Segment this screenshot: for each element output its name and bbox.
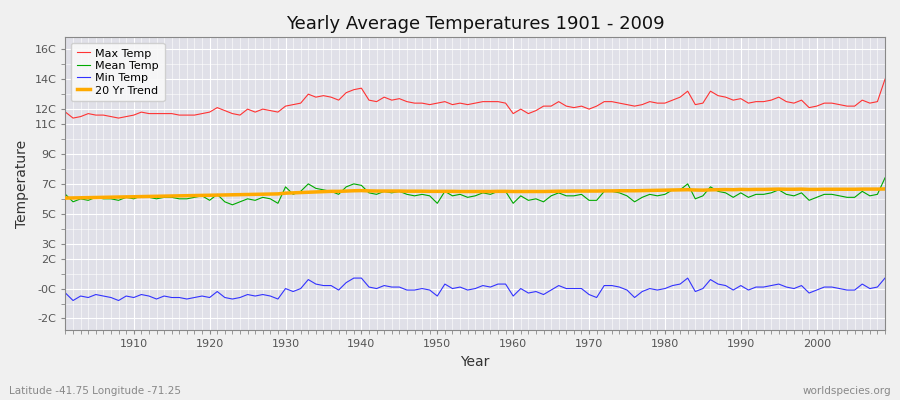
Mean Temp xyxy=(879,176,890,180)
X-axis label: Year: Year xyxy=(461,355,490,369)
Mean Temp xyxy=(607,189,617,194)
20 Yr Trend xyxy=(500,189,511,194)
Mean Temp xyxy=(60,192,71,197)
Min Temp xyxy=(129,295,140,300)
Max Temp xyxy=(516,107,526,112)
Title: Yearly Average Temperatures 1901 - 2009: Yearly Average Temperatures 1901 - 2009 xyxy=(286,15,664,33)
20 Yr Trend xyxy=(598,188,609,193)
20 Yr Trend xyxy=(333,189,344,194)
Min Temp xyxy=(348,276,359,280)
Min Temp xyxy=(295,286,306,291)
Line: 20 Yr Trend: 20 Yr Trend xyxy=(66,189,885,198)
Legend: Max Temp, Mean Temp, Min Temp, 20 Yr Trend: Max Temp, Mean Temp, Min Temp, 20 Yr Tre… xyxy=(71,43,165,101)
Mean Temp xyxy=(341,184,352,189)
Max Temp xyxy=(879,77,890,82)
Max Temp xyxy=(341,90,352,95)
Text: worldspecies.org: worldspecies.org xyxy=(803,386,891,396)
Mean Temp xyxy=(516,194,526,198)
Min Temp xyxy=(68,298,78,303)
Min Temp xyxy=(516,286,526,291)
Mean Temp xyxy=(295,189,306,194)
Y-axis label: Temperature: Temperature xyxy=(15,140,29,228)
Line: Mean Temp: Mean Temp xyxy=(66,178,885,205)
Max Temp xyxy=(68,116,78,120)
20 Yr Trend xyxy=(60,196,71,200)
Max Temp xyxy=(60,110,71,114)
20 Yr Trend xyxy=(508,189,518,194)
Line: Max Temp: Max Temp xyxy=(66,79,885,118)
Max Temp xyxy=(129,113,140,118)
Mean Temp xyxy=(121,195,131,200)
20 Yr Trend xyxy=(879,186,890,191)
20 Yr Trend xyxy=(288,190,299,195)
Mean Temp xyxy=(508,201,518,206)
Max Temp xyxy=(295,101,306,106)
Min Temp xyxy=(341,280,352,285)
Max Temp xyxy=(508,111,518,116)
Min Temp xyxy=(523,291,534,296)
Text: Latitude -41.75 Longitude -71.25: Latitude -41.75 Longitude -71.25 xyxy=(9,386,181,396)
20 Yr Trend xyxy=(121,194,131,199)
Min Temp xyxy=(60,291,71,296)
Mean Temp xyxy=(227,202,238,207)
Line: Min Temp: Min Temp xyxy=(66,278,885,300)
Min Temp xyxy=(879,276,890,280)
Min Temp xyxy=(614,285,625,290)
Max Temp xyxy=(607,99,617,104)
